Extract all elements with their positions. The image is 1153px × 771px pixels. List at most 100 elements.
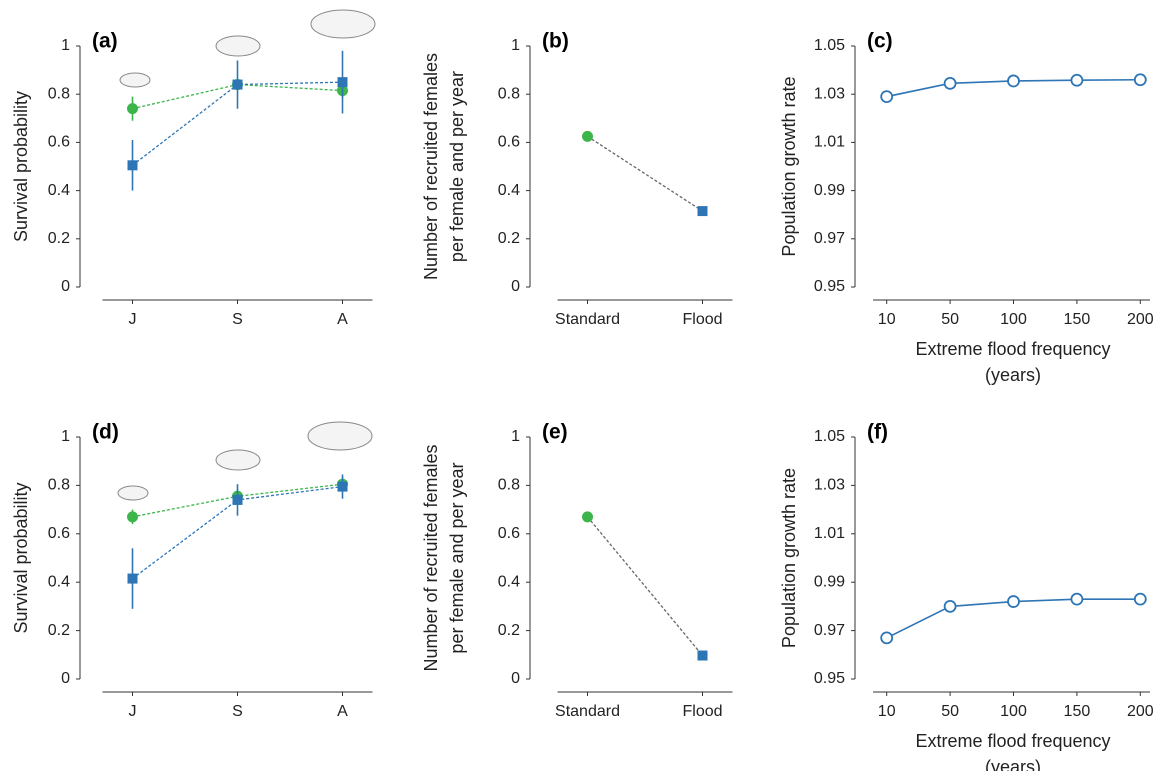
marker <box>1133 73 1147 87</box>
y-axis-label: Survival probability <box>11 482 31 633</box>
panel-label: (f) <box>867 421 888 444</box>
x-tick-label: J <box>129 311 137 328</box>
x-tick-label: J <box>129 703 137 720</box>
marker <box>337 481 348 492</box>
panel-label: (e) <box>542 421 568 444</box>
y-axis-label: Number of recruited females <box>421 53 441 280</box>
y-tick-label: 0 <box>511 670 520 687</box>
marker <box>337 77 348 88</box>
y-tick-label: 0 <box>511 278 520 295</box>
marker <box>1007 74 1020 88</box>
frog-icons <box>117 9 376 501</box>
y-tick-label: 0.95 <box>814 278 845 295</box>
x-axis-label: Extreme flood frequency <box>915 339 1110 359</box>
y-tick-label: 0.8 <box>48 85 70 102</box>
panel-label: (a) <box>92 30 118 53</box>
y-tick-label: 1.01 <box>814 134 845 151</box>
x-tick-label: 100 <box>1000 703 1027 720</box>
y-tick-label: 0.4 <box>498 573 520 590</box>
y-tick-label: 0.2 <box>48 230 70 247</box>
x-tick-label: Standard <box>555 311 620 328</box>
marker <box>127 511 138 523</box>
x-tick-label: A <box>337 311 348 328</box>
x-tick-label: 200 <box>1127 703 1153 720</box>
y-tick-label: 0.97 <box>814 622 845 639</box>
marker <box>582 511 593 523</box>
y-tick-label: 1 <box>511 428 520 445</box>
marker <box>127 160 138 171</box>
y-axis-label: per female and per year <box>447 462 467 653</box>
y-tick-label: 0.8 <box>48 477 70 494</box>
x-tick-label: 50 <box>941 311 959 328</box>
x-tick-label: Standard <box>555 703 620 720</box>
y-tick-label: 0.6 <box>48 134 70 151</box>
x-tick-label: S <box>232 703 243 720</box>
y-axis-label: Number of recruited females <box>421 444 441 671</box>
y-tick-label: 1 <box>61 37 70 54</box>
y-tick-label: 0.4 <box>48 182 70 199</box>
y-tick-label: 1.05 <box>814 428 845 445</box>
series-line <box>586 516 704 656</box>
x-tick-label: S <box>232 311 243 328</box>
y-tick-label: 0.6 <box>498 525 520 542</box>
y-tick-label: 0.2 <box>498 230 520 247</box>
y-tick-label: 1.01 <box>814 525 845 542</box>
marker <box>1007 595 1020 608</box>
marker <box>1133 592 1147 606</box>
panel-label: (d) <box>92 421 119 444</box>
y-tick-label: 1.03 <box>814 477 845 494</box>
y-tick-label: 0.4 <box>498 182 520 199</box>
y-tick-label: 1.03 <box>814 85 845 102</box>
marker <box>127 103 138 115</box>
y-tick-label: 0.6 <box>48 525 70 542</box>
y-tick-label: 0.99 <box>814 182 845 199</box>
y-tick-label: 1.05 <box>814 37 845 54</box>
marker <box>232 79 243 90</box>
marker <box>943 76 957 90</box>
y-tick-label: 0 <box>61 670 70 687</box>
y-tick-label: 0.2 <box>48 622 70 639</box>
y-tick-label: 0.95 <box>814 670 845 687</box>
panel-label: (b) <box>542 30 569 53</box>
y-tick-label: 0.6 <box>498 134 520 151</box>
x-tick-label: 150 <box>1064 703 1091 720</box>
y-tick-label: 1 <box>61 428 70 445</box>
y-tick-label: 1 <box>511 37 520 54</box>
y-axis-label: Population growth rate <box>779 468 799 648</box>
x-tick-label: 150 <box>1064 311 1091 328</box>
y-tick-label: 0.99 <box>814 573 845 590</box>
x-tick-label: 100 <box>1000 311 1027 328</box>
x-tick-label: 50 <box>941 703 959 720</box>
y-tick-label: 0.2 <box>498 622 520 639</box>
x-tick-label: 10 <box>878 703 896 720</box>
y-tick-label: 0.97 <box>814 230 845 247</box>
y-axis-label: per female and per year <box>447 71 467 262</box>
marker <box>127 573 138 584</box>
x-tick-label: A <box>337 703 348 720</box>
y-tick-label: 0 <box>61 278 70 295</box>
x-axis-label: (years) <box>985 757 1041 771</box>
y-tick-label: 0.8 <box>498 85 520 102</box>
x-axis-label: (years) <box>985 365 1041 385</box>
marker <box>943 600 957 613</box>
x-tick-label: 10 <box>878 311 896 328</box>
x-tick-label: Flood <box>682 703 722 720</box>
marker <box>880 631 894 645</box>
x-axis-label: Extreme flood frequency <box>915 731 1110 751</box>
marker <box>880 90 894 104</box>
series-line <box>587 135 703 212</box>
x-tick-label: 200 <box>1127 311 1153 328</box>
x-tick-label: Flood <box>682 311 722 328</box>
marker <box>697 650 708 661</box>
marker <box>232 494 243 505</box>
marker <box>697 206 708 217</box>
y-axis-label: Survival probability <box>11 91 31 242</box>
y-tick-label: 0.4 <box>48 573 70 590</box>
marker <box>1070 73 1084 87</box>
y-axis-label: Population growth rate <box>779 76 799 256</box>
marker <box>582 130 593 142</box>
marker <box>1070 592 1084 606</box>
y-tick-label: 0.8 <box>498 477 520 494</box>
panel-label: (c) <box>867 30 893 53</box>
